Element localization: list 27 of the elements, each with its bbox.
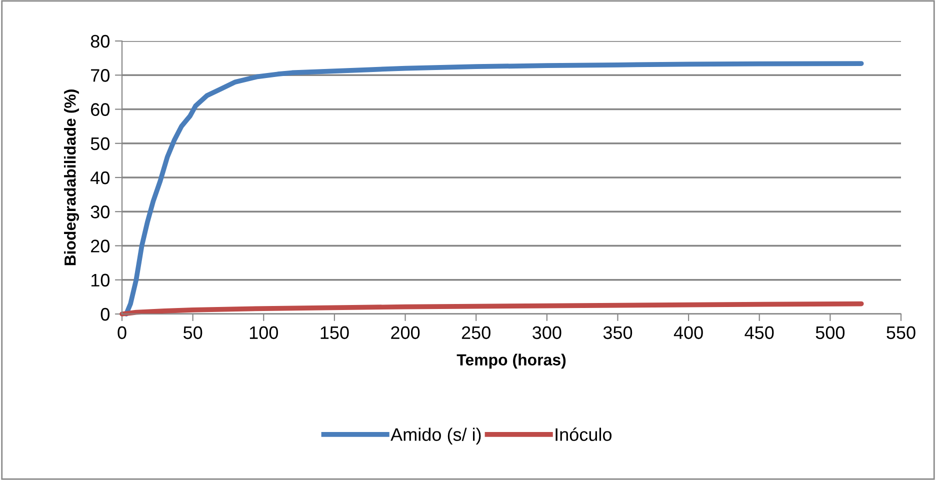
y-tick-label: 30 [90, 206, 110, 218]
y-tick-label: 40 [90, 171, 110, 184]
y-tick-label: 10 [91, 274, 110, 287]
x-tick-label: 350 [603, 326, 632, 340]
y-axis-title: Biodegradabilidade (%) [64, 90, 79, 266]
x-tick-label: 200 [391, 326, 420, 340]
x-tick-label: 450 [744, 326, 774, 340]
x-tick-label: 550 [886, 326, 916, 340]
x-tick-label: 150 [320, 326, 349, 340]
y-tick-label: 20 [91, 240, 110, 252]
y-tick-label: 0 [100, 308, 110, 321]
y-tick-label: 80 [90, 34, 110, 48]
legend-label: Inóculo [556, 428, 612, 441]
x-tick-label: 400 [674, 326, 703, 340]
x-axis-title: Tempo (horas) [456, 354, 566, 369]
x-tick-label: 0 [118, 326, 126, 340]
x-tick-label: 100 [250, 326, 278, 340]
line-series [124, 61, 864, 316]
y-tick-label: 50 [90, 137, 110, 150]
y-tick-label: 70 [91, 69, 110, 82]
y-tick-label: 60 [91, 103, 110, 116]
x-tick-label: 250 [462, 326, 490, 340]
x-tick-label: 500 [816, 326, 845, 340]
x-tick-label: 50 [184, 326, 202, 340]
legend-label: Amido (s/ i) [390, 428, 481, 445]
x-tick-label: 300 [532, 326, 562, 340]
line-series [120, 301, 864, 316]
